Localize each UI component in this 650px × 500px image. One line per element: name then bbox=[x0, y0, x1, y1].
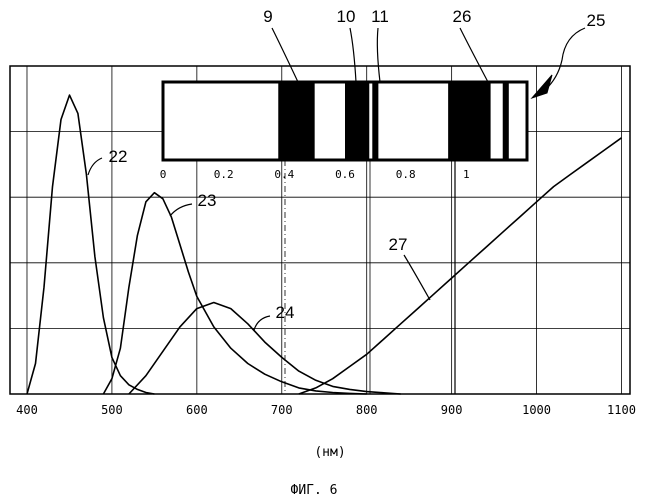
callout-label-11: 11 bbox=[371, 7, 389, 26]
leader-22 bbox=[88, 158, 102, 175]
x-tick-label: 600 bbox=[186, 403, 208, 417]
callout-label-27: 27 bbox=[389, 235, 408, 254]
leader-9 bbox=[272, 28, 298, 82]
leader-24 bbox=[254, 316, 270, 330]
x-tick-label: 900 bbox=[441, 403, 463, 417]
inset-tick-label: 0.6 bbox=[335, 168, 355, 181]
leader-25 bbox=[545, 28, 585, 90]
x-tick-label: 1000 bbox=[522, 403, 551, 417]
figure-caption: ФИГ. 6 bbox=[291, 483, 338, 498]
x-axis-unit: (нм) bbox=[314, 445, 345, 460]
inset-dark-band bbox=[278, 82, 314, 160]
leader-26 bbox=[460, 28, 488, 82]
x-tick-label: 400 bbox=[16, 403, 38, 417]
x-tick-labels: 400 500 600 700 800 900 1000 1100 bbox=[16, 403, 636, 417]
x-tick-label: 1100 bbox=[607, 403, 636, 417]
inset-dark-band bbox=[345, 82, 369, 160]
leader-10 bbox=[350, 28, 356, 82]
callout-label-24: 24 bbox=[276, 303, 295, 322]
callout-label-10: 10 bbox=[337, 7, 356, 26]
callout-label-26: 26 bbox=[453, 7, 472, 26]
callout-label-9: 9 bbox=[263, 7, 272, 26]
curve-23 bbox=[103, 193, 366, 394]
inset-tick-label: 0.2 bbox=[214, 168, 234, 181]
callout-label-25: 25 bbox=[587, 11, 606, 30]
x-tick-label: 700 bbox=[271, 403, 293, 417]
x-tick-label: 500 bbox=[101, 403, 123, 417]
inset-tick-label: 1 bbox=[463, 168, 470, 181]
leader-23 bbox=[170, 204, 192, 216]
curve-24 bbox=[129, 303, 401, 395]
inset-dark-band bbox=[448, 82, 490, 160]
arrowhead-25 bbox=[532, 75, 552, 98]
inset-tick-label: 0.8 bbox=[396, 168, 416, 181]
x-tick-label: 800 bbox=[356, 403, 378, 417]
inset-dark-band bbox=[372, 82, 378, 160]
callout-label-23: 23 bbox=[198, 191, 217, 210]
leader-27 bbox=[404, 255, 430, 300]
leader-11 bbox=[377, 28, 380, 82]
callout-label-22: 22 bbox=[109, 147, 128, 166]
inset-strip: 0 0.2 0.4 0.6 0.8 1 bbox=[160, 82, 527, 181]
inset-tick-label: 0.4 bbox=[274, 168, 294, 181]
inset-tick-label: 0 bbox=[160, 168, 167, 181]
inset-dark-band bbox=[503, 82, 509, 160]
